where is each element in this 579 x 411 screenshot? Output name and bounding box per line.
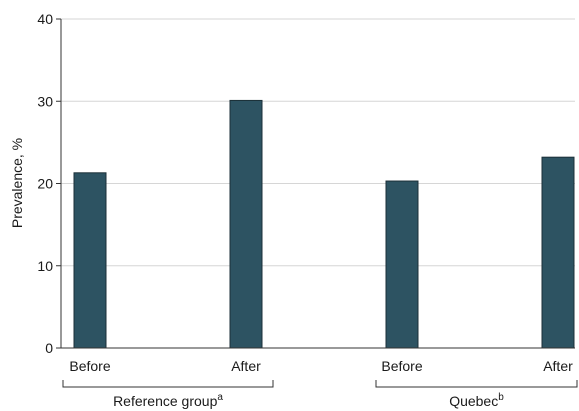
group-bracket: [375, 380, 578, 388]
y-tick-label: 10: [37, 258, 53, 274]
group-label: Reference groupa: [113, 392, 223, 409]
y-tick-label: 40: [37, 11, 53, 27]
bar-after: [229, 99, 263, 349]
y-tick-label: 30: [37, 93, 53, 109]
y-axis-label: Prevalence, %: [9, 138, 25, 228]
category-label: After: [231, 358, 261, 374]
bars: [73, 99, 575, 349]
bar-before: [73, 172, 107, 349]
category-label: After: [543, 358, 573, 374]
y-tick-label: 0: [45, 340, 53, 356]
category-label: Before: [69, 358, 110, 374]
gridlines: [61, 18, 575, 267]
bar-after: [541, 156, 575, 349]
y-tick-label: 20: [37, 176, 53, 192]
bar-before: [385, 180, 419, 349]
group-bracket: [62, 380, 274, 388]
y-tick-labels: 0 10 20 30 40: [37, 11, 53, 356]
group-labels: Reference groupa Quebecb: [62, 380, 578, 409]
group-label: Quebecb: [449, 392, 504, 409]
category-label: Before: [381, 358, 422, 374]
category-labels: Before After Before After: [69, 358, 573, 374]
y-axis: [56, 18, 575, 349]
